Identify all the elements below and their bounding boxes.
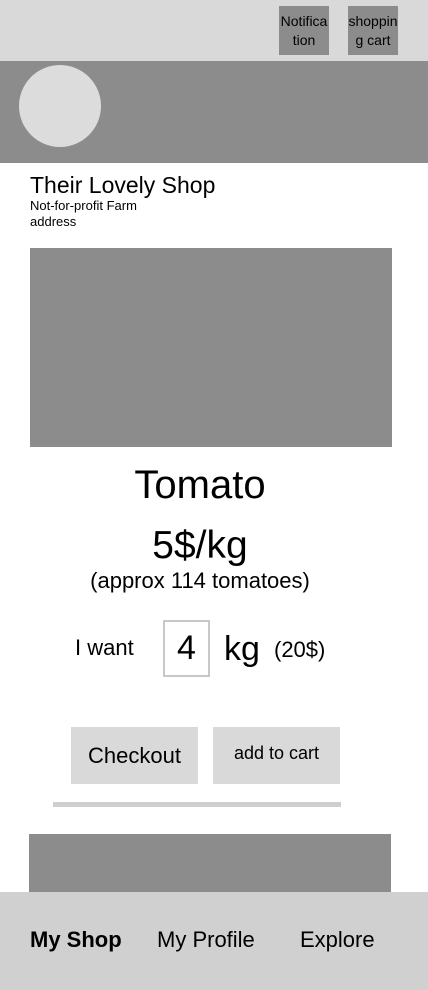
bottom-nav [0, 892, 428, 990]
checkout-button[interactable]: Checkout [71, 727, 198, 784]
nav-item-explore[interactable]: Explore [300, 927, 375, 952]
shopping-cart-label: shopping cart [348, 12, 398, 48]
order-total: (20$) [274, 637, 326, 662]
shopping-cart-button[interactable]: shopping cart [348, 6, 398, 55]
shop-avatar[interactable] [19, 65, 101, 147]
product-approx-count: (approx 114 tomatoes) [90, 568, 310, 593]
shop-name: Their Lovely Shop [30, 172, 216, 198]
nav-item-my-shop[interactable]: My Shop [30, 927, 122, 952]
notification-label: Notification [280, 12, 328, 48]
checkout-label: Checkout [88, 742, 181, 768]
want-label: I want [75, 635, 134, 660]
divider [53, 802, 341, 807]
nav-item-my-profile[interactable]: My Profile [157, 927, 255, 952]
product-price: 5$/kg [152, 524, 248, 567]
add-to-cart-button[interactable]: add to cart [213, 727, 340, 784]
add-to-cart-label: add to cart [233, 743, 320, 763]
shop-subtitle: Not-for-profit Farm address [30, 198, 137, 229]
product-name: Tomato [134, 463, 266, 507]
unit-label: kg [224, 630, 260, 668]
product-image [30, 248, 392, 447]
quantity-input[interactable] [163, 620, 210, 677]
notification-button[interactable]: Notification [279, 6, 329, 55]
